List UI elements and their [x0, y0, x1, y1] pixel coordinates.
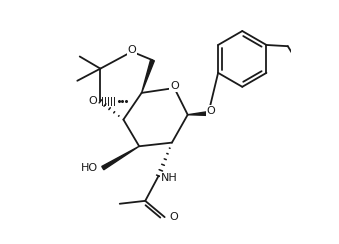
Polygon shape — [142, 60, 154, 93]
Polygon shape — [102, 146, 139, 170]
Polygon shape — [188, 112, 208, 115]
Text: HO: HO — [81, 163, 98, 173]
Text: O: O — [127, 45, 136, 55]
Text: O: O — [170, 81, 179, 91]
Text: O: O — [207, 106, 216, 116]
Text: O: O — [88, 96, 97, 106]
Text: NH: NH — [161, 173, 178, 183]
Text: O: O — [169, 212, 178, 222]
